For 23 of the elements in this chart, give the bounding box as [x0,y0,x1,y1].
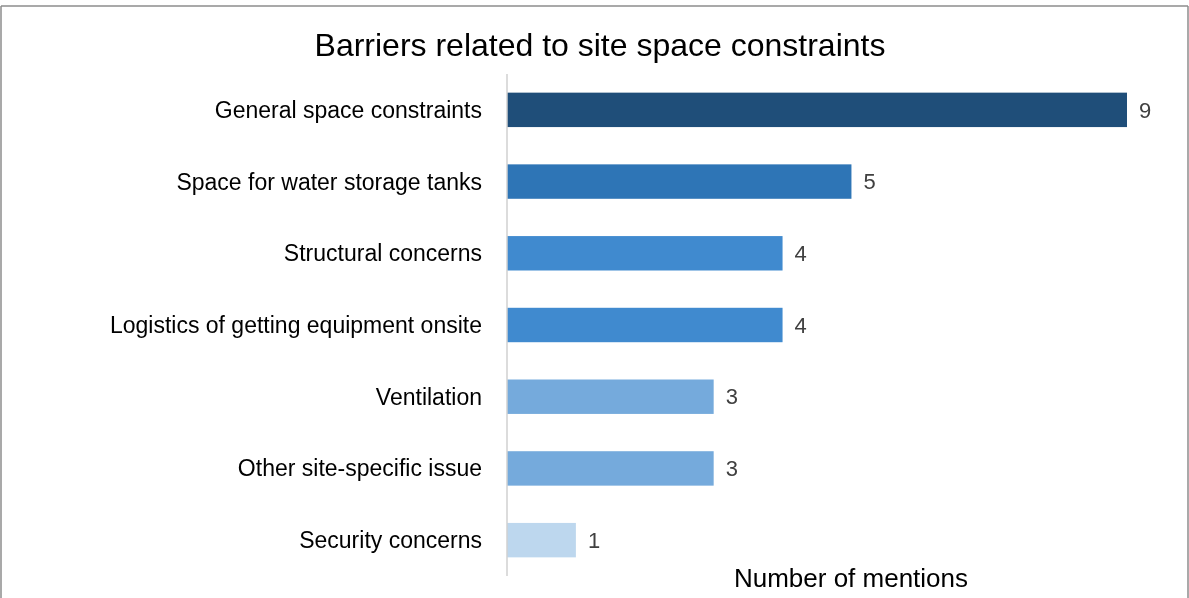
data-label: 4 [794,312,807,338]
y-tick-label: Structural concerns [283,240,482,267]
bar [507,236,783,271]
data-label: 3 [725,384,738,410]
y-tick-label: Other site-specific issue [237,455,482,482]
data-label: 1 [587,527,601,553]
y-tick-label: General space constraints [214,96,482,123]
data-label: 3 [725,456,738,482]
bar [507,307,783,343]
y-tick-label: Ventilation [375,383,482,410]
x-axis-title: Number of mentions [733,563,969,593]
y-tick-label: Security concerns [299,527,482,554]
bar [507,451,714,486]
y-tick-label: Logistics of getting equipment onsite [109,312,482,339]
bar [507,164,852,199]
data-label: 5 [863,169,876,195]
bar [507,92,1127,128]
bar [507,522,576,558]
data-label: 9 [1139,97,1152,123]
y-tick-label: Space for water storage tanks [176,168,482,195]
data-label: 4 [794,240,807,266]
chart-title: Barriers related to site space constraints [314,27,886,63]
bar [507,379,714,414]
